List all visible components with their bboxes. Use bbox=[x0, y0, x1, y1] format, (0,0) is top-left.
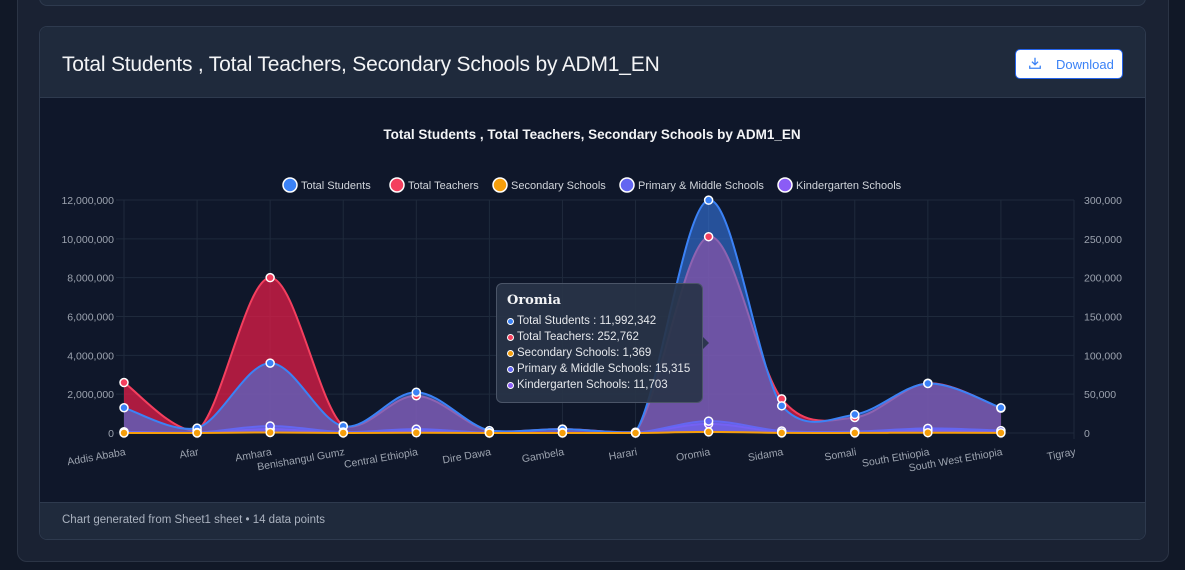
data-point bbox=[119, 403, 129, 413]
tooltip-caret bbox=[703, 337, 709, 349]
data-point bbox=[411, 428, 422, 438]
data-point bbox=[265, 272, 275, 283]
x-tick-label: Tigray bbox=[1046, 446, 1077, 463]
x-tick-label: Addis Ababa bbox=[66, 446, 126, 468]
legend-label: Primary & Middle Schools bbox=[638, 180, 764, 192]
y-left-tick-label: 0 bbox=[108, 428, 114, 440]
series-area bbox=[124, 200, 1001, 433]
data-point bbox=[265, 358, 275, 368]
tooltip-row: Total Teachers: 252,762 bbox=[507, 329, 692, 345]
y-left-tick-label: 4,000,000 bbox=[67, 350, 114, 362]
download-icon bbox=[1028, 56, 1042, 73]
data-point bbox=[703, 427, 714, 437]
tooltip-swatch bbox=[507, 349, 514, 357]
y-left-tick-label: 6,000,000 bbox=[67, 312, 114, 324]
x-tick-label: Somali bbox=[824, 446, 858, 463]
x-tick-label: Central Ethiopia bbox=[343, 446, 419, 471]
y-right-tick-label: 0 bbox=[1084, 428, 1090, 440]
tooltip-swatch bbox=[507, 333, 514, 341]
card-header: Total Students , Total Teachers, Seconda… bbox=[40, 27, 1145, 98]
card-footer: Chart generated from Sheet1 sheet • 14 d… bbox=[40, 502, 1145, 539]
y-right-tick-label: 300,000 bbox=[1084, 195, 1122, 207]
tooltip-swatch bbox=[507, 365, 514, 373]
tooltip-row-text: Total Teachers: 252,762 bbox=[517, 331, 639, 343]
tooltip-row-text: Secondary Schools: 1,369 bbox=[517, 347, 652, 359]
tooltip-title: Oromia bbox=[507, 293, 561, 308]
y-right-tick-label: 100,000 bbox=[1084, 350, 1122, 362]
data-point bbox=[850, 409, 860, 420]
legend-label: Kindergarten Schools bbox=[796, 180, 902, 192]
data-point bbox=[338, 428, 348, 438]
footer-text: Chart generated from Sheet1 sheet • 14 d… bbox=[62, 514, 325, 526]
data-point bbox=[703, 231, 714, 242]
legend-swatch bbox=[619, 177, 635, 193]
tooltip-row-text: Kindergarten Schools: 11,703 bbox=[517, 379, 668, 391]
data-point bbox=[192, 428, 202, 438]
data-point bbox=[923, 427, 933, 438]
y-left-tick-label: 8,000,000 bbox=[67, 273, 114, 285]
legend-swatch bbox=[492, 177, 508, 193]
y-right-tick-label: 150,000 bbox=[1084, 312, 1122, 324]
legend-swatch bbox=[389, 177, 405, 193]
series-line bbox=[123, 199, 1002, 434]
chart-title: Total Students , Total Teachers, Seconda… bbox=[383, 127, 800, 142]
data-point bbox=[996, 428, 1006, 438]
x-tick-label: Dire Dawa bbox=[442, 446, 493, 466]
data-point bbox=[703, 195, 714, 205]
data-point bbox=[776, 401, 787, 411]
x-tick-label: Gambela bbox=[521, 446, 565, 465]
tooltip-row: Primary & Middle Schools: 15,315 bbox=[507, 361, 692, 377]
chart-card: Total Students , Total Teachers, Seconda… bbox=[39, 26, 1146, 540]
chart-svg: Total Students , Total Teachers, Seconda… bbox=[61, 127, 1122, 474]
data-point bbox=[119, 428, 129, 438]
data-point bbox=[776, 428, 787, 438]
download-button[interactable]: Download bbox=[1015, 49, 1123, 79]
download-label: Download bbox=[1056, 56, 1114, 72]
legend-label: Total Students bbox=[301, 180, 371, 192]
tooltip-row: Secondary Schools: 1,369 bbox=[507, 345, 692, 361]
tooltip-row: Total Students : 11,992,342 bbox=[507, 313, 692, 329]
legend-swatch bbox=[282, 177, 298, 193]
data-point bbox=[923, 378, 933, 389]
legend-label: Secondary Schools bbox=[511, 180, 606, 192]
y-left-tick-label: 12,000,000 bbox=[61, 195, 114, 207]
data-point bbox=[850, 428, 860, 438]
y-left-tick-label: 10,000,000 bbox=[61, 234, 114, 246]
data-point bbox=[411, 387, 422, 397]
data-point bbox=[703, 416, 714, 426]
tooltip-row-text: Total Students : 11,992,342 bbox=[517, 315, 657, 327]
data-point bbox=[484, 428, 495, 438]
x-tick-label: Sidama bbox=[747, 446, 784, 464]
y-left-tick-label: 2,000,000 bbox=[67, 389, 114, 401]
tooltip-row: Kindergarten Schools: 11,703 bbox=[507, 377, 692, 393]
data-point bbox=[557, 428, 568, 438]
data-point bbox=[265, 427, 275, 438]
tooltip-swatch bbox=[507, 381, 514, 389]
x-tick-label: Harari bbox=[608, 446, 638, 463]
data-point bbox=[119, 377, 129, 388]
data-point bbox=[996, 403, 1006, 413]
chart-tooltip: Oromia Total Students : 11,992,342 Total … bbox=[496, 283, 703, 403]
legend-label: Total Teachers bbox=[408, 180, 479, 192]
x-tick-label: Oromia bbox=[675, 446, 711, 464]
data-point bbox=[630, 428, 641, 438]
legend-swatch bbox=[777, 177, 793, 193]
tooltip-swatch bbox=[507, 317, 514, 325]
y-right-tick-label: 50,000 bbox=[1084, 389, 1116, 401]
y-right-tick-label: 250,000 bbox=[1084, 234, 1122, 246]
x-tick-label: Afar bbox=[179, 446, 201, 461]
y-right-tick-label: 200,000 bbox=[1084, 273, 1122, 285]
tooltip-row-text: Primary & Middle Schools: 15,315 bbox=[517, 363, 691, 375]
card-title: Total Students , Total Teachers, Seconda… bbox=[62, 53, 660, 76]
